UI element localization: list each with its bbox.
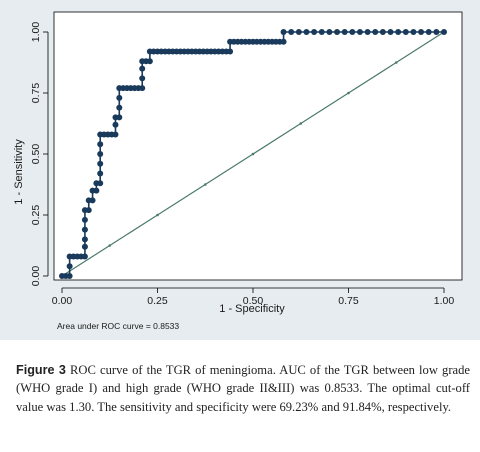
roc-point [66,263,73,270]
reference-point [347,91,350,95]
x-tick-label: 0.75 [338,295,359,307]
roc-point [441,29,447,35]
roc-point [112,131,119,138]
roc-point [81,243,88,250]
roc-point [311,29,318,35]
roc-point [97,180,104,187]
y-tick-label: 0.75 [30,83,42,104]
roc-point [318,29,325,35]
plot-area [53,11,463,281]
roc-point [326,29,333,35]
roc-point [146,58,153,65]
roc-point [418,29,425,35]
reference-point [203,183,207,186]
roc-point [81,226,88,233]
x-tick-label: 1.00 [434,295,455,307]
reference-line [61,31,445,277]
roc-point [93,187,100,194]
x-axis-label: 1 - Specificity [219,303,285,315]
roc-point [349,29,356,35]
roc-point [280,38,287,45]
y-tick-label: 0.50 [30,144,42,165]
roc-point [433,29,440,35]
roc-point [402,29,409,35]
roc-point [372,29,379,35]
y-axis-label: 1 - Sensitivity [13,139,25,205]
axes: 0.00 0.25 0.50 0.75 1.00 0.00 0.25 0.50 0.75 1.00 [30,22,454,307]
y-tick-label: 0.00 [30,266,42,287]
roc-point [295,29,302,35]
x-tick-label: 0.25 [147,295,168,307]
reference-point [108,244,112,247]
roc-point [97,141,104,148]
roc-point [334,29,341,35]
roc-point [97,160,104,167]
reference-point [394,61,398,64]
roc-chart: 0.00 0.25 0.50 0.75 1.00 0.00 0.25 0.50 0.75 1.00… [13,11,463,331]
roc-point [288,29,295,35]
roc-point [379,29,386,35]
roc-point [139,85,146,92]
roc-point [303,29,310,35]
roc-point [364,29,371,35]
roc-point [66,273,73,279]
roc-point [116,94,123,101]
auc-annotation: Area under ROC curve = 0.8533 [57,321,179,331]
roc-point [97,151,104,157]
roc-point [89,197,96,204]
roc-point [97,170,104,177]
roc-point [81,253,88,260]
roc-point [395,29,402,35]
reference-point [299,122,303,125]
figure-caption: Figure 3 ROC curve of the TGR of meningi… [16,361,470,416]
roc-point [227,48,234,55]
roc-point [85,207,92,214]
roc-point [112,121,119,128]
caption-text: ROC curve of the TGR of meningioma. AUC … [16,363,470,414]
reference-point [251,152,255,156]
x-tick-label: 0.00 [52,295,73,307]
roc-point [425,29,432,35]
roc-point [139,65,146,72]
roc-curve [59,29,447,279]
roc-point [81,236,88,243]
roc-point [410,29,417,35]
roc-point [387,29,394,35]
roc-point [341,29,348,35]
roc-point [356,29,363,35]
roc-point [116,104,123,111]
caption-label: Figure 3 [16,363,66,377]
y-tick-label: 0.25 [30,205,42,226]
roc-point [116,114,123,121]
y-tick-label: 1.00 [30,22,42,43]
reference-point [156,213,159,217]
roc-point [139,75,146,82]
x-tick-label: 0.50 [243,295,264,307]
roc-point [280,29,287,35]
roc-point [81,216,88,223]
